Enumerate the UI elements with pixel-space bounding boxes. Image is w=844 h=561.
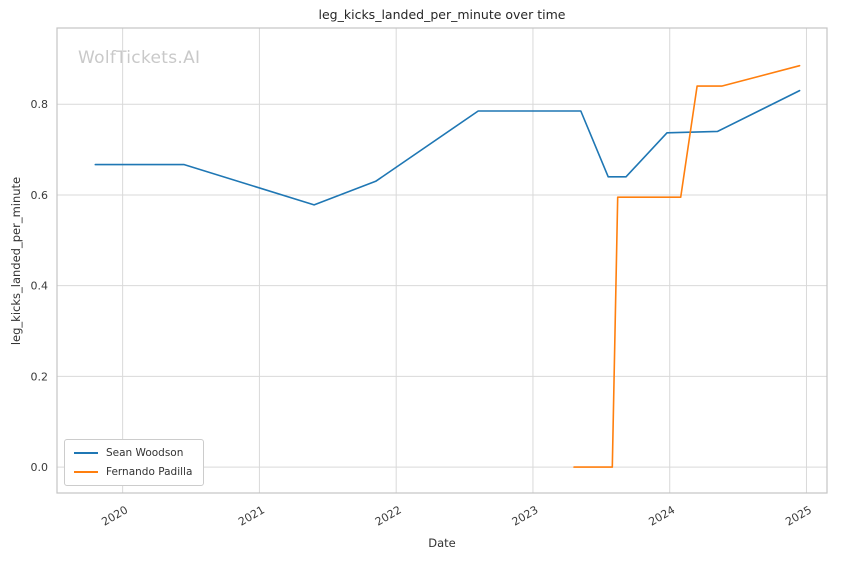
svg-text:0.6: 0.6	[31, 189, 49, 202]
legend-item-fernando-padilla: Fernando Padilla	[74, 466, 192, 478]
svg-text:0.0: 0.0	[31, 461, 49, 474]
svg-text:2022: 2022	[373, 503, 404, 528]
svg-text:2024: 2024	[646, 503, 677, 528]
svg-text:2025: 2025	[783, 503, 814, 528]
legend-label-1: Fernando Padilla	[106, 466, 193, 478]
svg-text:2023: 2023	[510, 503, 541, 528]
svg-text:0.2: 0.2	[31, 370, 49, 383]
chart-title: leg_kicks_landed_per_minute over time	[318, 7, 566, 22]
legend-swatch-1	[74, 471, 98, 473]
svg-text:0.8: 0.8	[31, 98, 49, 111]
legend-item-sean-woodson: Sean Woodson	[74, 447, 192, 459]
legend-label-0: Sean Woodson	[106, 447, 184, 459]
legend: Sean Woodson Fernando Padilla	[64, 439, 205, 486]
svg-text:0.4: 0.4	[31, 280, 49, 293]
svg-text:2021: 2021	[236, 503, 267, 528]
x-axis-label: Date	[428, 536, 456, 550]
legend-swatch-0	[74, 452, 98, 454]
svg-text:2020: 2020	[99, 503, 130, 528]
watermark: WolfTickets.AI	[78, 48, 201, 68]
